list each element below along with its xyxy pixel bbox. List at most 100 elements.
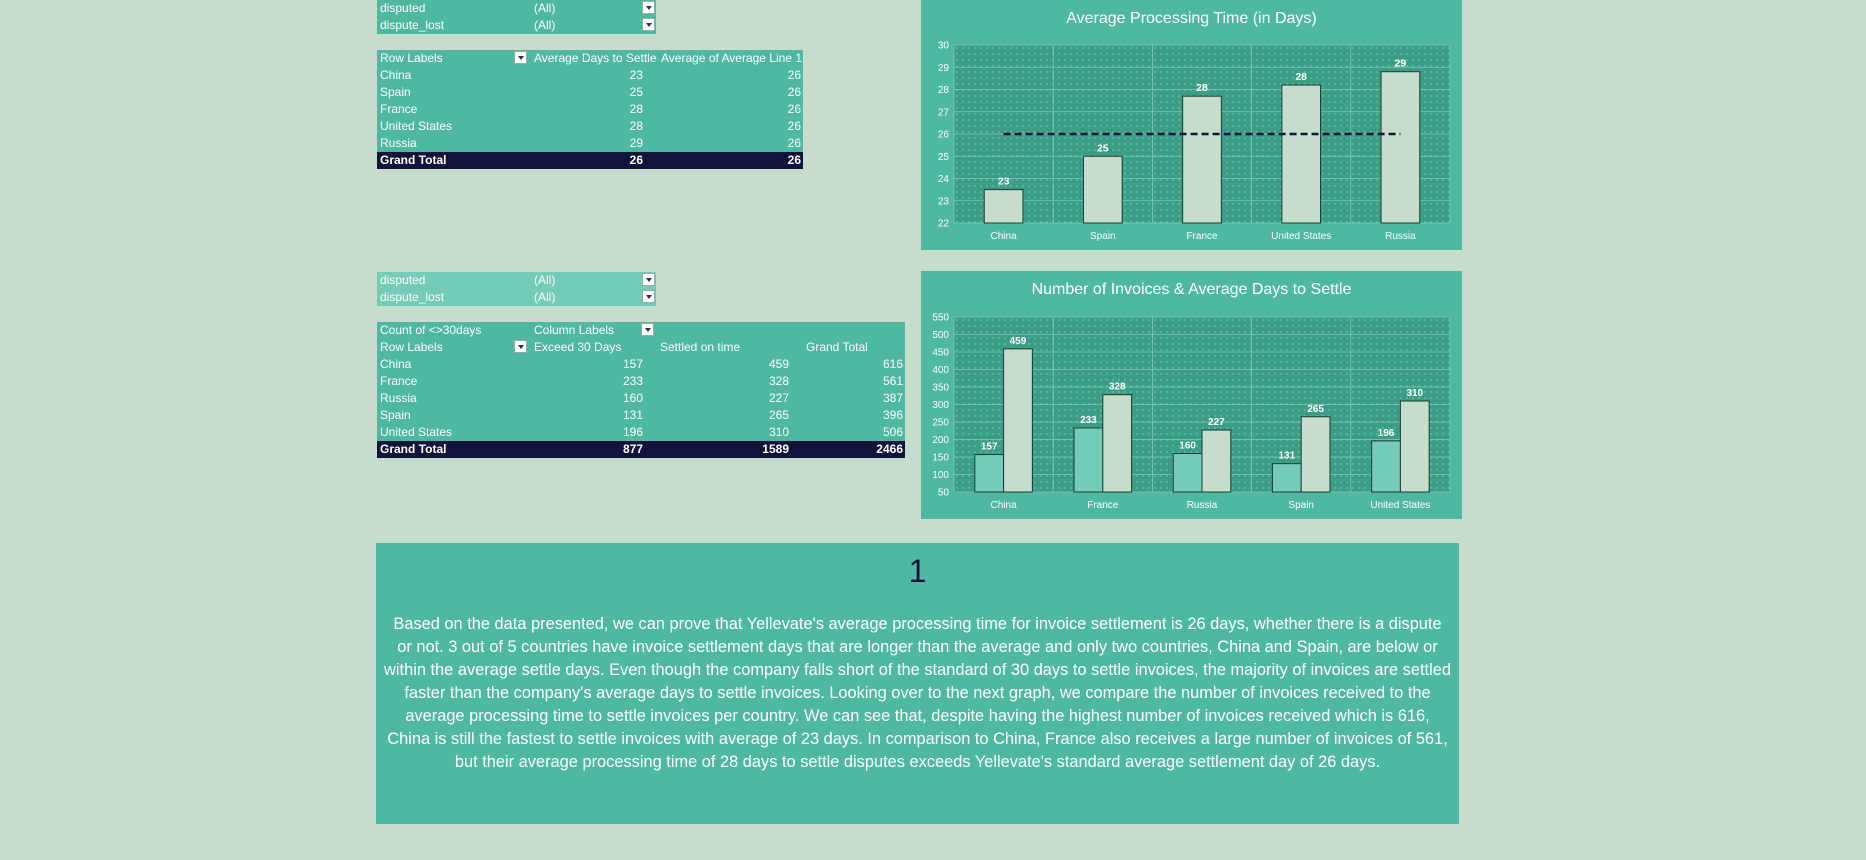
x-tick-label: China [991,500,1018,511]
pivot-table-avg-days: Row Labels Average Days to Settle Averag… [377,50,803,169]
header-exceed: Exceed 30 Days [534,340,622,354]
grand-total-row: Grand Total 877 1589 2466 [377,441,905,458]
filter-disputed-mid: disputed (All) [377,272,656,289]
row-label: Spain [380,408,411,422]
header-settled: Settled on time [660,340,741,354]
y-tick-label: 500 [932,330,949,341]
cell-value: 28 [629,102,643,116]
y-tick-label: 26 [938,130,950,141]
bar [1201,429,1232,493]
chart-avg-processing-time[interactable]: Average Processing Time (in Days) 22 23 24… [921,0,1462,250]
bar [1399,400,1430,493]
data-label: 157 [981,442,998,453]
cell-value: 26 [787,68,801,82]
cell-value: 23 [629,68,643,82]
table-row: United States 28 26 [377,118,803,135]
grand-total-row: Grand Total 26 26 [377,152,803,169]
header-avg-days: Average Days to Settle [534,51,657,65]
dropdown-arrow-icon[interactable] [514,340,527,353]
filter-dispute-lost-mid: dispute_lost (All) [377,289,656,306]
dropdown-arrow-icon[interactable] [641,323,654,336]
x-tick-label: Russia [1385,231,1416,242]
row-label: United States [380,119,453,133]
dropdown-arrow-icon[interactable] [642,290,655,303]
row-label: China [380,357,412,371]
y-tick-label: 250 [932,418,949,429]
cell-value: 1589 [762,442,789,456]
bar [1182,95,1222,224]
bar [1102,394,1133,493]
filter-value: (All) [534,18,556,32]
cell-value: 265 [768,408,789,422]
y-tick-label: 29 [938,63,950,74]
row-label: Spain [380,85,411,99]
filter-label: dispute_lost [380,290,445,304]
table-row: Russia 29 26 [377,135,803,152]
bar [983,189,1024,224]
cell-value: 561 [882,374,903,388]
sort-filter-icon[interactable] [514,51,527,64]
cell-value: 396 [882,408,903,422]
chart-title: Number of Invoices & Average Days to Set… [1031,281,1352,298]
x-tick-label: Spain [1288,500,1314,511]
table-row: France 28 26 [377,101,803,118]
bar [1371,440,1401,493]
dropdown-arrow-icon[interactable] [642,18,655,31]
cell-value: 2466 [876,442,903,456]
cell-value: 26 [787,119,801,133]
pivot-table-30days: Count of <>30days Column Labels Row Labe… [377,322,905,458]
y-tick-label: 400 [932,365,949,376]
y-tick-label: 350 [932,383,949,394]
row-label: United States [380,425,453,439]
chart-invoices-vs-days[interactable]: Number of Invoices & Average Days to Set… [921,271,1462,519]
y-tick-label: 200 [932,435,949,446]
x-tick-label: United States [1271,231,1331,242]
x-tick-label: United States [1370,500,1430,511]
filter-value: (All) [534,273,556,287]
bar [1073,427,1104,493]
cell-value: 227 [768,391,789,405]
data-label: 28 [1196,82,1208,94]
cell-value: 196 [622,425,643,439]
data-label: 310 [1406,388,1423,399]
y-tick-label: 50 [938,488,950,499]
data-label: 131 [1278,451,1295,462]
row-label: Russia [380,136,417,150]
x-tick-label: China [991,231,1018,242]
table-row: United States 196 310 506 [377,424,905,441]
bar [1003,348,1033,493]
table-row: Spain 131 265 396 [377,407,905,424]
cell-value: 28 [629,119,643,133]
cell-value: 26 [787,153,801,167]
dropdown-arrow-icon[interactable] [642,273,655,286]
table-row: Spain 25 26 [377,84,803,101]
cell-value: 157 [622,357,643,371]
bar [1271,463,1302,493]
summary-paragraph: Based on the data presented, we can prov… [384,615,1451,771]
data-label: 328 [1109,382,1126,393]
data-label: 160 [1179,441,1196,452]
filter-disputed-top: disputed (All) [377,0,656,17]
pivot-header-row: Row Labels Exceed 30 Days Settled on tim… [377,339,905,356]
summary-textbox[interactable]: 1 Based on the data presented, we can pr… [376,543,1459,824]
dropdown-arrow-icon[interactable] [642,1,655,14]
y-tick-label: 23 [938,196,950,207]
row-label: Russia [380,391,417,405]
cell-value: 26 [629,153,643,167]
cell-value: 387 [882,391,903,405]
header-row-labels: Row Labels [380,340,443,354]
filter-label: disputed [380,1,426,15]
bar [1281,84,1322,224]
x-tick-label: France [1186,231,1218,242]
y-tick-label: 100 [932,470,949,481]
cell-value: 25 [629,85,643,99]
y-tick-label: 27 [938,107,950,118]
data-label: 196 [1378,428,1395,439]
cell-value: 29 [629,136,643,150]
y-tick-label: 450 [932,348,949,359]
x-tick-label: Russia [1187,500,1218,511]
data-label: 233 [1080,415,1097,426]
row-label: China [380,68,412,82]
cell-value: 26 [787,136,801,150]
y-tick-label: 30 [938,41,950,52]
